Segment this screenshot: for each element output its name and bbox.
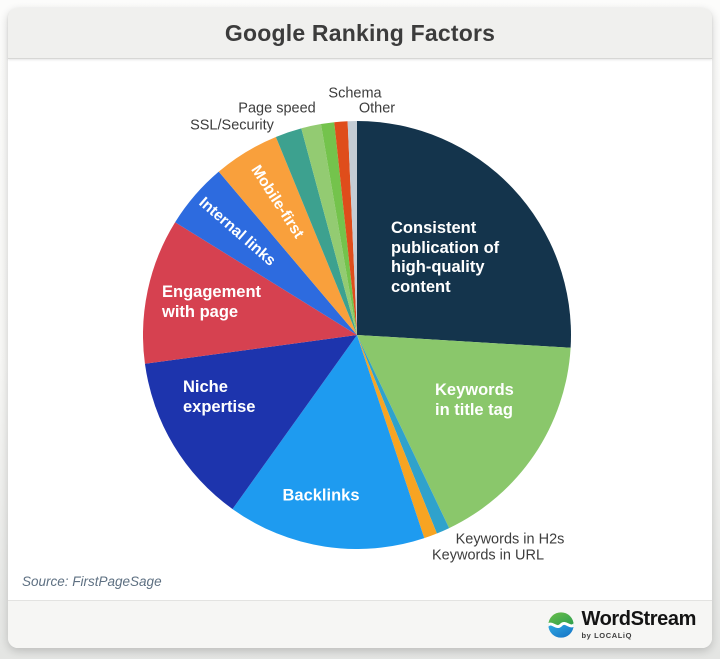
pie-slice-other [347,121,357,335]
card-footer: WordStream by LOCALiQ [8,600,712,648]
card-header: Google Ranking Factors [8,8,712,59]
label-line: Niche [183,378,228,396]
label-line: high-quality [391,258,485,276]
wordstream-logo-icon [548,611,575,638]
pie-slice-consistent-publication-of-high-quality-content [357,121,571,348]
pie-slice-backlinks [232,335,425,549]
label-line: Keywords [435,381,514,399]
pie-slice-keywords-in-url [357,335,437,539]
pie-slice-keywords-in-h2s [357,335,450,534]
label-backlinks: Backlinks [282,486,360,505]
label-line: expertise [183,397,256,416]
label-line: Engagement [162,283,262,301]
label-line: with page [162,302,239,321]
pie-slice-internal-links [175,171,357,335]
brand-byline: by LOCALiQ [581,631,633,640]
wordstream-logo-text: WordStream by LOCALiQ [581,609,696,640]
brand-name: WordStream [581,608,696,630]
label-keywords-title-tag: Keywords in title tag [435,381,514,420]
pie-slice-page-speed [301,124,357,335]
label-schema: Schema [328,85,382,102]
pie-slice-schema [334,121,357,336]
label-line: Consistent [391,219,477,237]
pie-slice-mobile-first [218,136,357,335]
label-line: publication of [391,238,500,257]
pie-slice-unlabeled-11 [320,122,357,336]
wordstream-logo: WordStream by LOCALiQ [548,609,696,640]
label-engagement: Engagement with page [162,283,261,322]
label-niche-expertise: Niche expertise [183,378,255,417]
page-title: Google Ranking Factors [224,19,496,46]
source-note: Source: FirstPageSage [22,574,162,589]
label-other: Other [358,100,396,117]
label-line: in title tag [435,400,513,419]
label-pagespeed: Page speed [238,100,316,117]
pie-slice-engagement-with-page [143,222,357,364]
pie-slice-niche-expertise [144,335,357,510]
pie-slice-keywords-in-title-tag [357,335,571,529]
label-keywords-url: Keywords in URL [431,547,545,564]
label-line: content [391,277,451,296]
label-ssl: SSL/Security [190,117,274,134]
label-consistent-content: Consistent publication of high-quality c… [391,219,499,297]
pie-slice-ssl-security [275,128,357,335]
label-keywords-h2s: Keywords in H2s [455,531,565,548]
pie-chart [143,121,571,549]
